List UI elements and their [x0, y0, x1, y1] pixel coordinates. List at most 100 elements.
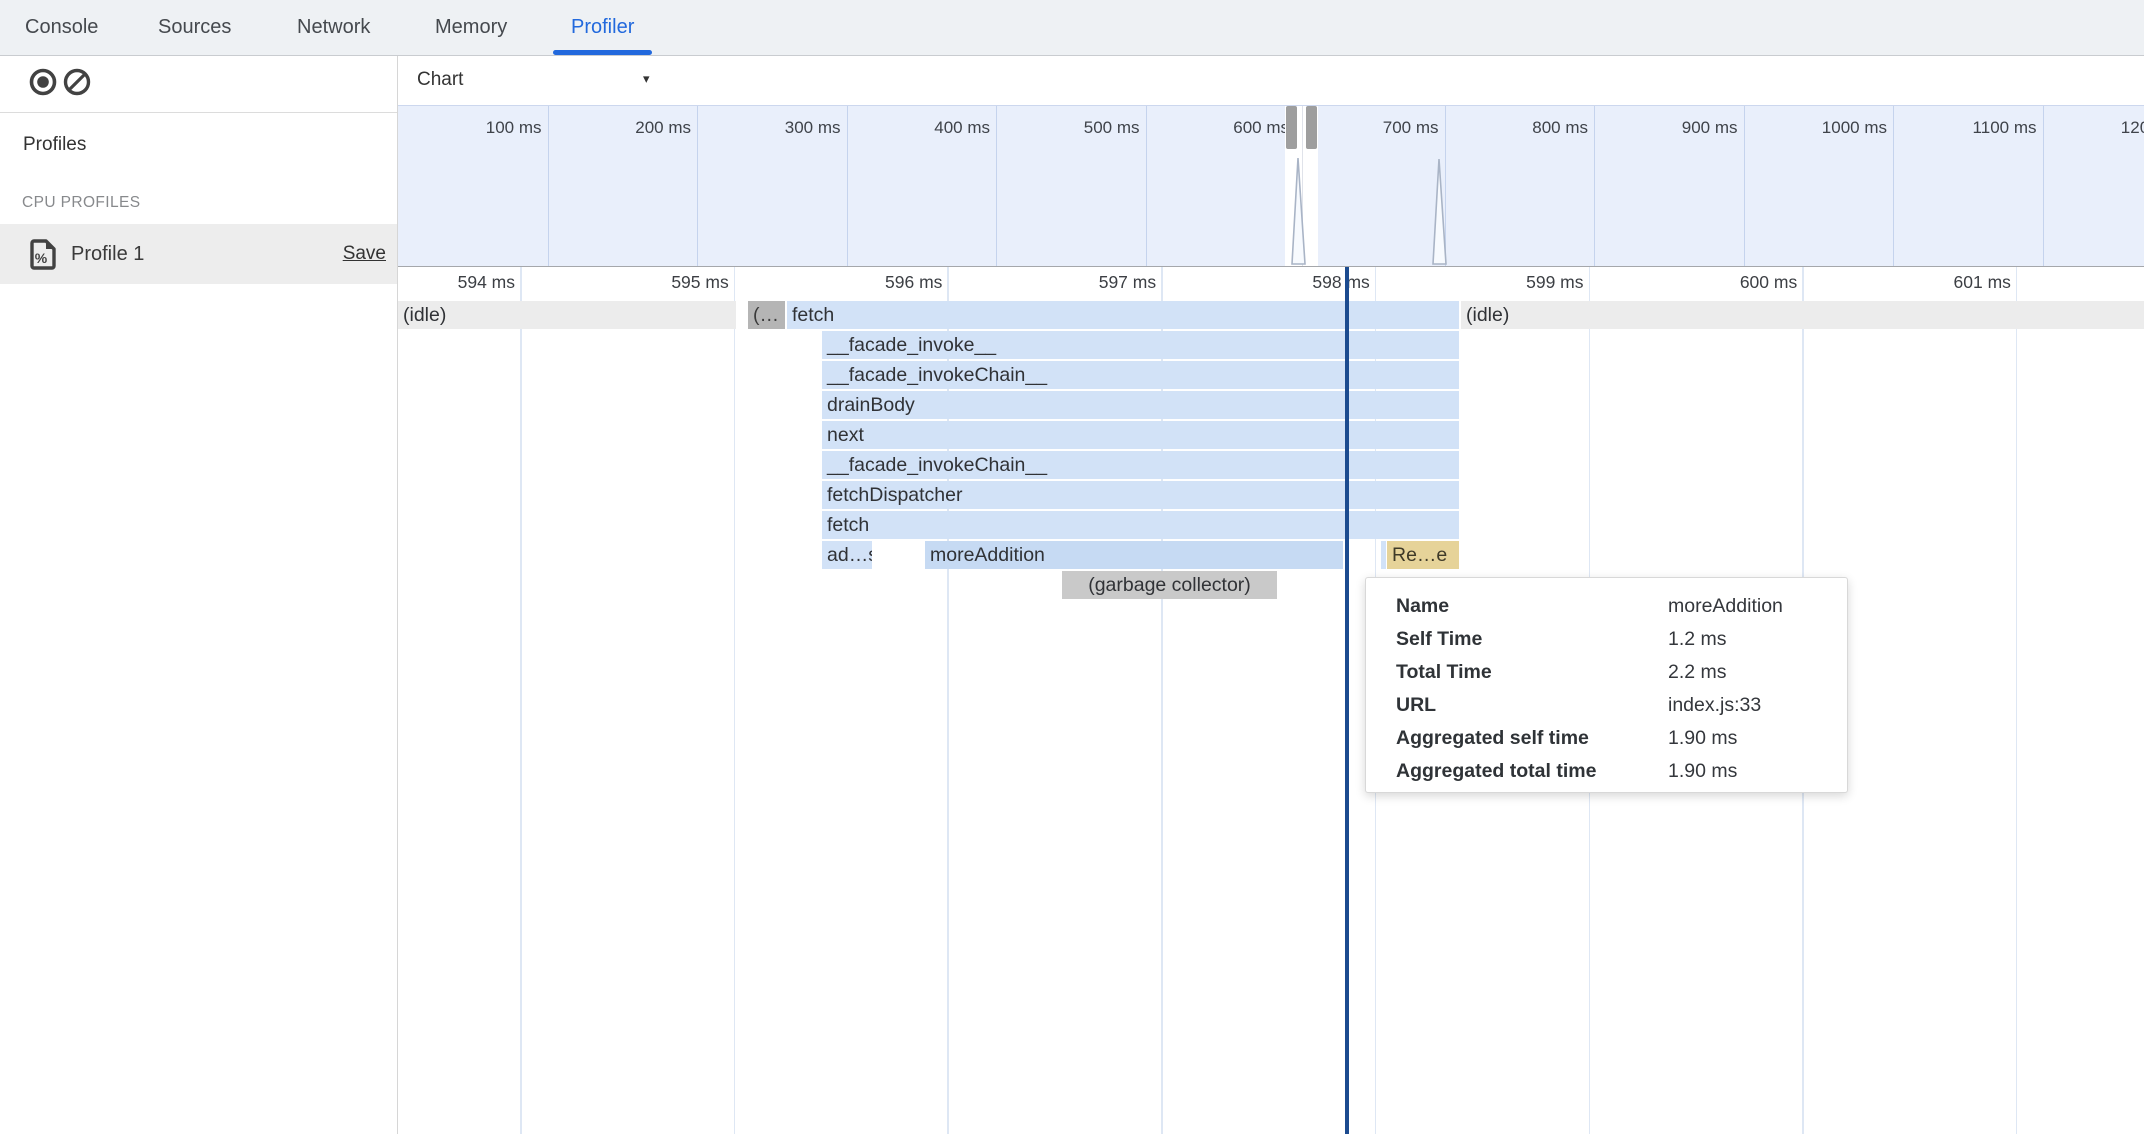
- timeline-overview[interactable]: 100 ms 200 ms 300 ms 400 ms 500 ms 600 ms 700 …: [398, 105, 2144, 268]
- view-mode-value: Chart: [417, 69, 464, 90]
- overview-gridline: [846, 106, 848, 266]
- detail-ruler-label: 600 ms: [1739, 272, 1798, 292]
- tooltip-row: Aggregated self time 1.90 ms: [1396, 722, 1847, 755]
- tab-profiler[interactable]: Profiler: [552, 0, 653, 55]
- tooltip-row: URL index.js:33: [1396, 689, 1847, 722]
- overview-selection-midline: [1301, 106, 1303, 266]
- selection-end-handle[interactable]: [1306, 106, 1317, 149]
- garbage-collector-bar[interactable]: (garbage collector): [1062, 571, 1277, 599]
- call-frame-bar[interactable]: drainBody: [822, 391, 1459, 419]
- call-frame-bar[interactable]: next: [822, 421, 1459, 449]
- record-icon: [28, 67, 58, 97]
- cpu-activity-spikes: [1291, 157, 1447, 265]
- cpu-profiles-section-label: CPU PROFILES: [22, 194, 141, 211]
- call-frame-bar[interactable]: fetch: [822, 511, 1459, 539]
- tooltip-value: 2.2 ms: [1668, 661, 1727, 683]
- overview-tick-label: 300 ms: [784, 118, 841, 137]
- overview-tick-label: 100 ms: [485, 118, 542, 137]
- sidebar: Profiles CPU PROFILES % Profile 1 Save: [0, 56, 398, 1134]
- overview-tick-label: 900 ms: [1681, 118, 1738, 137]
- call-frame-bar[interactable]: __facade_invokeChain__: [822, 451, 1459, 479]
- view-mode-dropdown[interactable]: Chart ▾: [417, 56, 650, 104]
- selection-start-handle[interactable]: [1286, 106, 1297, 149]
- call-frame-bar[interactable]: moreAddition: [925, 541, 1343, 569]
- record-profile-button[interactable]: [28, 67, 58, 97]
- idle-bar: (idle): [398, 301, 736, 329]
- profile-name: Profile 1: [71, 242, 145, 265]
- call-frame-bar[interactable]: __facade_invoke__: [822, 331, 1459, 359]
- save-profile-link[interactable]: Save: [342, 243, 386, 264]
- tooltip-row: Total Time 2.2 ms: [1396, 656, 1847, 689]
- overview-tick-label: 500 ms: [1083, 118, 1140, 137]
- profile-document-icon: %: [30, 238, 57, 270]
- detail-ruler-label: 594 ms: [457, 272, 515, 292]
- overview-gridline: [1444, 106, 1446, 266]
- call-frame-bar[interactable]: ad…s: [822, 541, 872, 569]
- overview-gridline: [2042, 106, 2044, 266]
- call-frame-tooltip: Name moreAddition Self Time 1.2 ms Total Tim…: [1365, 577, 1848, 793]
- tooltip-row: Self Time 1.2 ms: [1396, 623, 1847, 656]
- overview-tick-label: 400 ms: [934, 118, 990, 137]
- overview-gridline: [697, 106, 698, 266]
- overview-gridline: [547, 106, 549, 266]
- clear-profiles-button[interactable]: [62, 67, 92, 97]
- detail-ruler-label: 596 ms: [885, 272, 943, 292]
- detail-gridline: [947, 267, 949, 1134]
- tooltip-label: Total Time: [1396, 661, 1492, 683]
- detail-gridline: [520, 267, 522, 1134]
- call-frame-bar[interactable]: __facade_invokeChain__: [822, 361, 1459, 389]
- tooltip-label: URL: [1396, 694, 1437, 716]
- detail-ruler-label: 597 ms: [1098, 272, 1157, 292]
- playhead-line: [1345, 267, 1349, 1134]
- svg-text:%: %: [35, 250, 48, 266]
- detail-gridline: [733, 267, 736, 1134]
- overview-gridline: [1145, 106, 1147, 266]
- overview-tick-label: 1100 ms: [1972, 118, 2037, 137]
- overview-tick-label: 600 ms: [1233, 118, 1289, 137]
- detail-gridline: [1161, 267, 1163, 1134]
- overview-gridline: [996, 106, 997, 266]
- profiler-main-area: Chart ▾ 100 ms 200 ms 300 ms 400 ms 500 ms 60…: [398, 56, 2144, 1134]
- tooltip-row: Name moreAddition: [1396, 590, 1847, 623]
- call-frame-bar[interactable]: fetch: [787, 301, 1459, 329]
- tooltip-value: moreAddition: [1668, 595, 1783, 617]
- detail-ruler-label: 595 ms: [671, 272, 729, 292]
- overview-tick-label: 200 ms: [635, 118, 691, 137]
- chevron-down-icon: ▾: [643, 71, 650, 86]
- call-frame-bar[interactable]: fetchDispatcher: [822, 481, 1459, 509]
- tooltip-label: Aggregated self time: [1396, 727, 1589, 749]
- overview-tick-label: 1000 ms: [1821, 118, 1887, 137]
- detail-ruler-label: 598 ms: [1312, 272, 1370, 292]
- tab-console[interactable]: Console: [25, 16, 99, 38]
- call-frame-bar[interactable]: [1381, 541, 1386, 569]
- flame-chart: 594 ms 595 ms 596 ms 597 ms 598 ms 599 ms 600 …: [398, 267, 2144, 1134]
- sidebar-toolbar: [0, 56, 397, 113]
- overview-tick-label: 800 ms: [1532, 118, 1588, 137]
- profiles-heading: Profiles: [23, 134, 87, 155]
- tab-memory[interactable]: Memory: [435, 16, 508, 38]
- detail-ruler-label: 599 ms: [1526, 272, 1584, 292]
- idle-bar: (idle): [1461, 301, 2144, 329]
- tooltip-label: Aggregated total time: [1396, 760, 1597, 782]
- detail-ruler-label: 601 ms: [1953, 272, 2011, 292]
- overview-gridline: [1893, 106, 1894, 266]
- profile-list-item-selected[interactable]: % Profile 1 Save: [0, 224, 397, 284]
- tab-network[interactable]: Network: [297, 16, 371, 38]
- tooltip-value: 1.90 ms: [1668, 727, 1738, 749]
- overview-gridline: [1743, 106, 1745, 266]
- overview-gridline: [1594, 106, 1595, 266]
- tab-sources[interactable]: Sources: [158, 16, 232, 38]
- tooltip-value: 1.90 ms: [1668, 760, 1738, 782]
- tab-bar: Console Sources Network Memory Profiler: [0, 0, 2144, 56]
- tooltip-label: Name: [1396, 595, 1450, 617]
- tooltip-value: index.js:33: [1668, 694, 1762, 716]
- tooltip-label: Self Time: [1396, 628, 1483, 650]
- chart-toolbar: Chart ▾: [398, 56, 2144, 104]
- clear-icon: [62, 67, 92, 97]
- tooltip-row: Aggregated total time 1.90 ms: [1396, 755, 1847, 788]
- call-frame-bar[interactable]: Re…e: [1387, 541, 1459, 569]
- overview-tick-label: 1200 ms: [2120, 118, 2144, 137]
- truncated-call-chip[interactable]: (…: [748, 301, 785, 329]
- overview-tick-label: 700 ms: [1382, 118, 1439, 137]
